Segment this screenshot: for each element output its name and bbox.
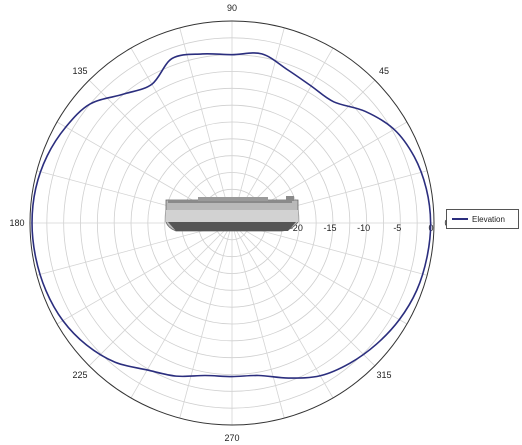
radial-tick-label: -10	[357, 223, 370, 233]
grid-spoke	[179, 222, 233, 419]
radial-tick-label: -20	[290, 223, 303, 233]
legend-swatch	[452, 218, 468, 220]
grid-spoke	[130, 47, 233, 224]
grid-spoke	[130, 222, 233, 399]
grid-spoke	[231, 27, 285, 224]
grid-spoke	[231, 222, 428, 276]
grid-spoke	[231, 222, 334, 399]
grid-spoke	[231, 47, 334, 224]
angle-tick-label: 270	[224, 433, 239, 443]
grid-spoke	[231, 222, 285, 419]
legend: Elevation	[446, 209, 519, 229]
grid-spoke	[88, 222, 233, 367]
series-lines	[31, 52, 432, 379]
angle-tick-label: 90	[227, 3, 237, 13]
series-line-elevation	[31, 52, 432, 379]
outer-ring	[29, 20, 435, 426]
angle-tick-label: 315	[377, 370, 392, 380]
angle-tick-label: 225	[72, 370, 87, 380]
radial-tick-label: -5	[393, 223, 401, 233]
grid-spoke	[179, 27, 233, 224]
grid-spoke	[36, 222, 233, 276]
grid-spoke	[56, 222, 233, 325]
polar-grid	[29, 20, 435, 426]
grid-spoke	[231, 222, 376, 367]
angle-tick-label: 180	[9, 218, 24, 228]
radial-tick-label: -15	[323, 223, 336, 233]
angle-tick-label: 135	[72, 66, 87, 76]
grid-spoke	[231, 222, 408, 325]
legend-label: Elevation	[472, 214, 505, 224]
ship-model-image	[165, 196, 299, 232]
angle-tick-label: 45	[379, 66, 389, 76]
